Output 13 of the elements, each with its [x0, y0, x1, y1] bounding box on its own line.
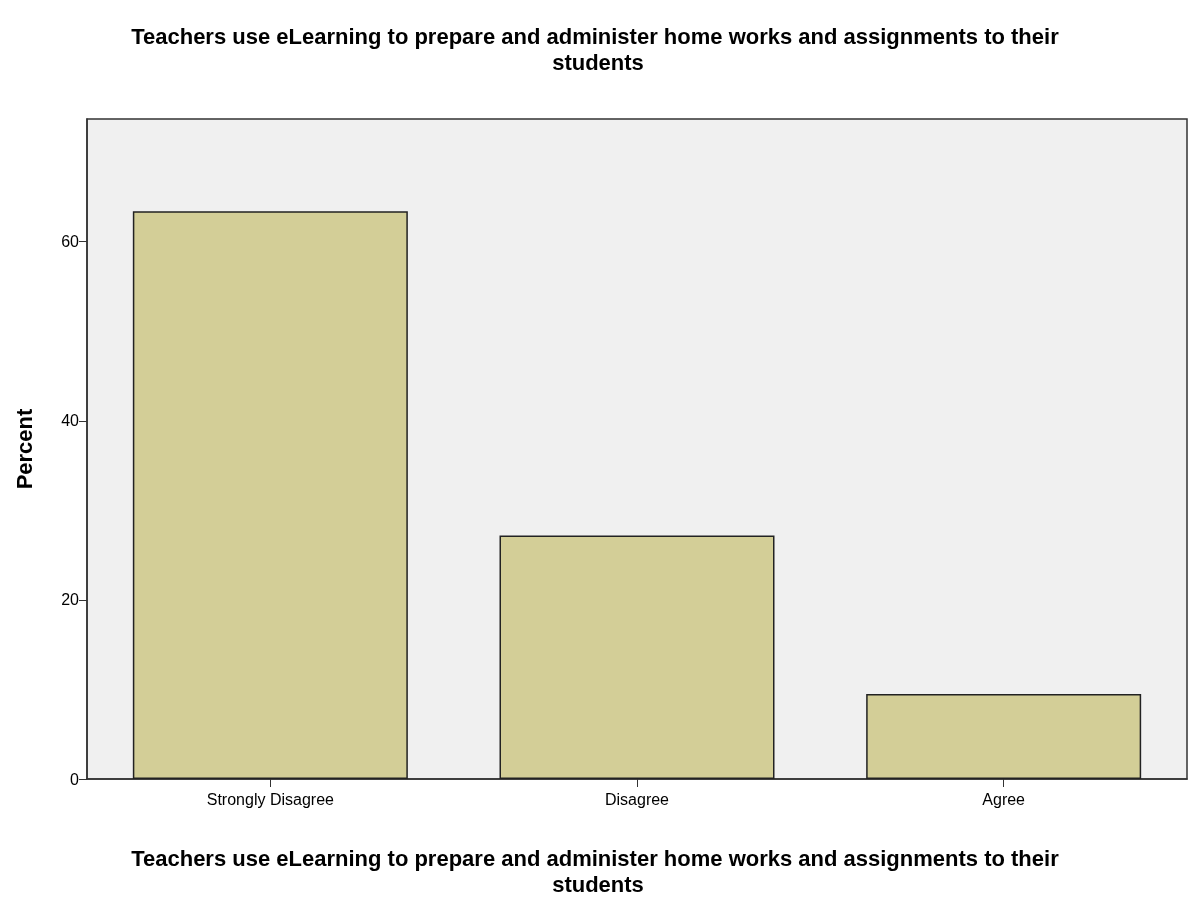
- x-tick-label: Agree: [982, 790, 1026, 808]
- bar: [866, 693, 1142, 779]
- x-tick-label: Strongly Disagree: [206, 790, 335, 808]
- y-tick-label: 0: [70, 770, 80, 788]
- chart-title: Teachers use eLearning to prepare and administer home works and assignments to their students: [131, 23, 1065, 75]
- bar: [132, 211, 408, 779]
- x-tick-label: Disagree: [604, 790, 670, 808]
- y-tick-label: 40: [61, 412, 80, 430]
- y-tick-label: 60: [61, 233, 80, 251]
- x-axis-title: Teachers use eLearning to prepare and administer home works and assignments to their students: [131, 845, 1065, 897]
- bar: [499, 535, 775, 779]
- y-tick-label: 20: [61, 591, 80, 609]
- y-axis-title: Percent: [11, 407, 37, 490]
